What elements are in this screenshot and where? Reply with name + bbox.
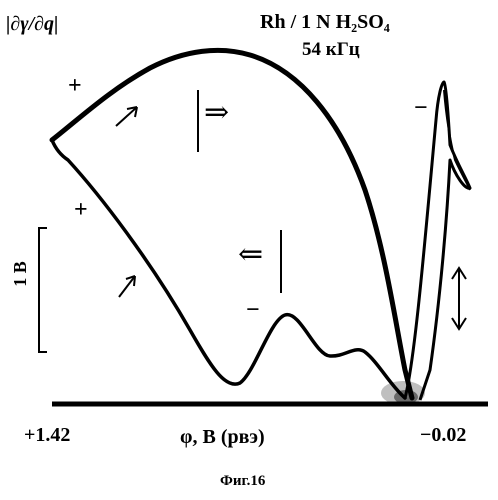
double-arrow-vertical bbox=[452, 268, 466, 329]
x-axis-label: φ, B (рвэ) bbox=[180, 427, 265, 447]
y-axis-label: |∂γ/∂q| bbox=[6, 14, 58, 34]
arrow-forward-icon: ⇒ bbox=[204, 98, 229, 128]
x-axis-max-label: −0.02 bbox=[420, 425, 466, 445]
sign-plus-upper: + bbox=[68, 74, 82, 98]
convergence-blur-inner bbox=[394, 390, 418, 404]
sign-minus-middle: − bbox=[246, 298, 260, 322]
scale-bar bbox=[39, 228, 47, 352]
sign-minus-right: − bbox=[414, 96, 428, 120]
right-peak bbox=[405, 82, 470, 400]
title-frequency: 54 кГц bbox=[302, 40, 360, 59]
arrow-backward-icon: ⇐ bbox=[238, 240, 263, 270]
lower-curve bbox=[52, 140, 405, 398]
x-axis-min-label: +1.42 bbox=[24, 425, 70, 445]
scale-bar-label: 1 B bbox=[11, 254, 29, 294]
arrow-up-right-upper bbox=[116, 107, 137, 126]
figure-caption: Фиг.16 bbox=[220, 474, 265, 489]
sign-plus-lower: + bbox=[74, 198, 88, 222]
arrow-up-right-lower bbox=[119, 276, 135, 297]
title-electrode: Rh / 1 N H₂SO₄ bbox=[260, 12, 390, 32]
upper-curve bbox=[52, 50, 412, 398]
